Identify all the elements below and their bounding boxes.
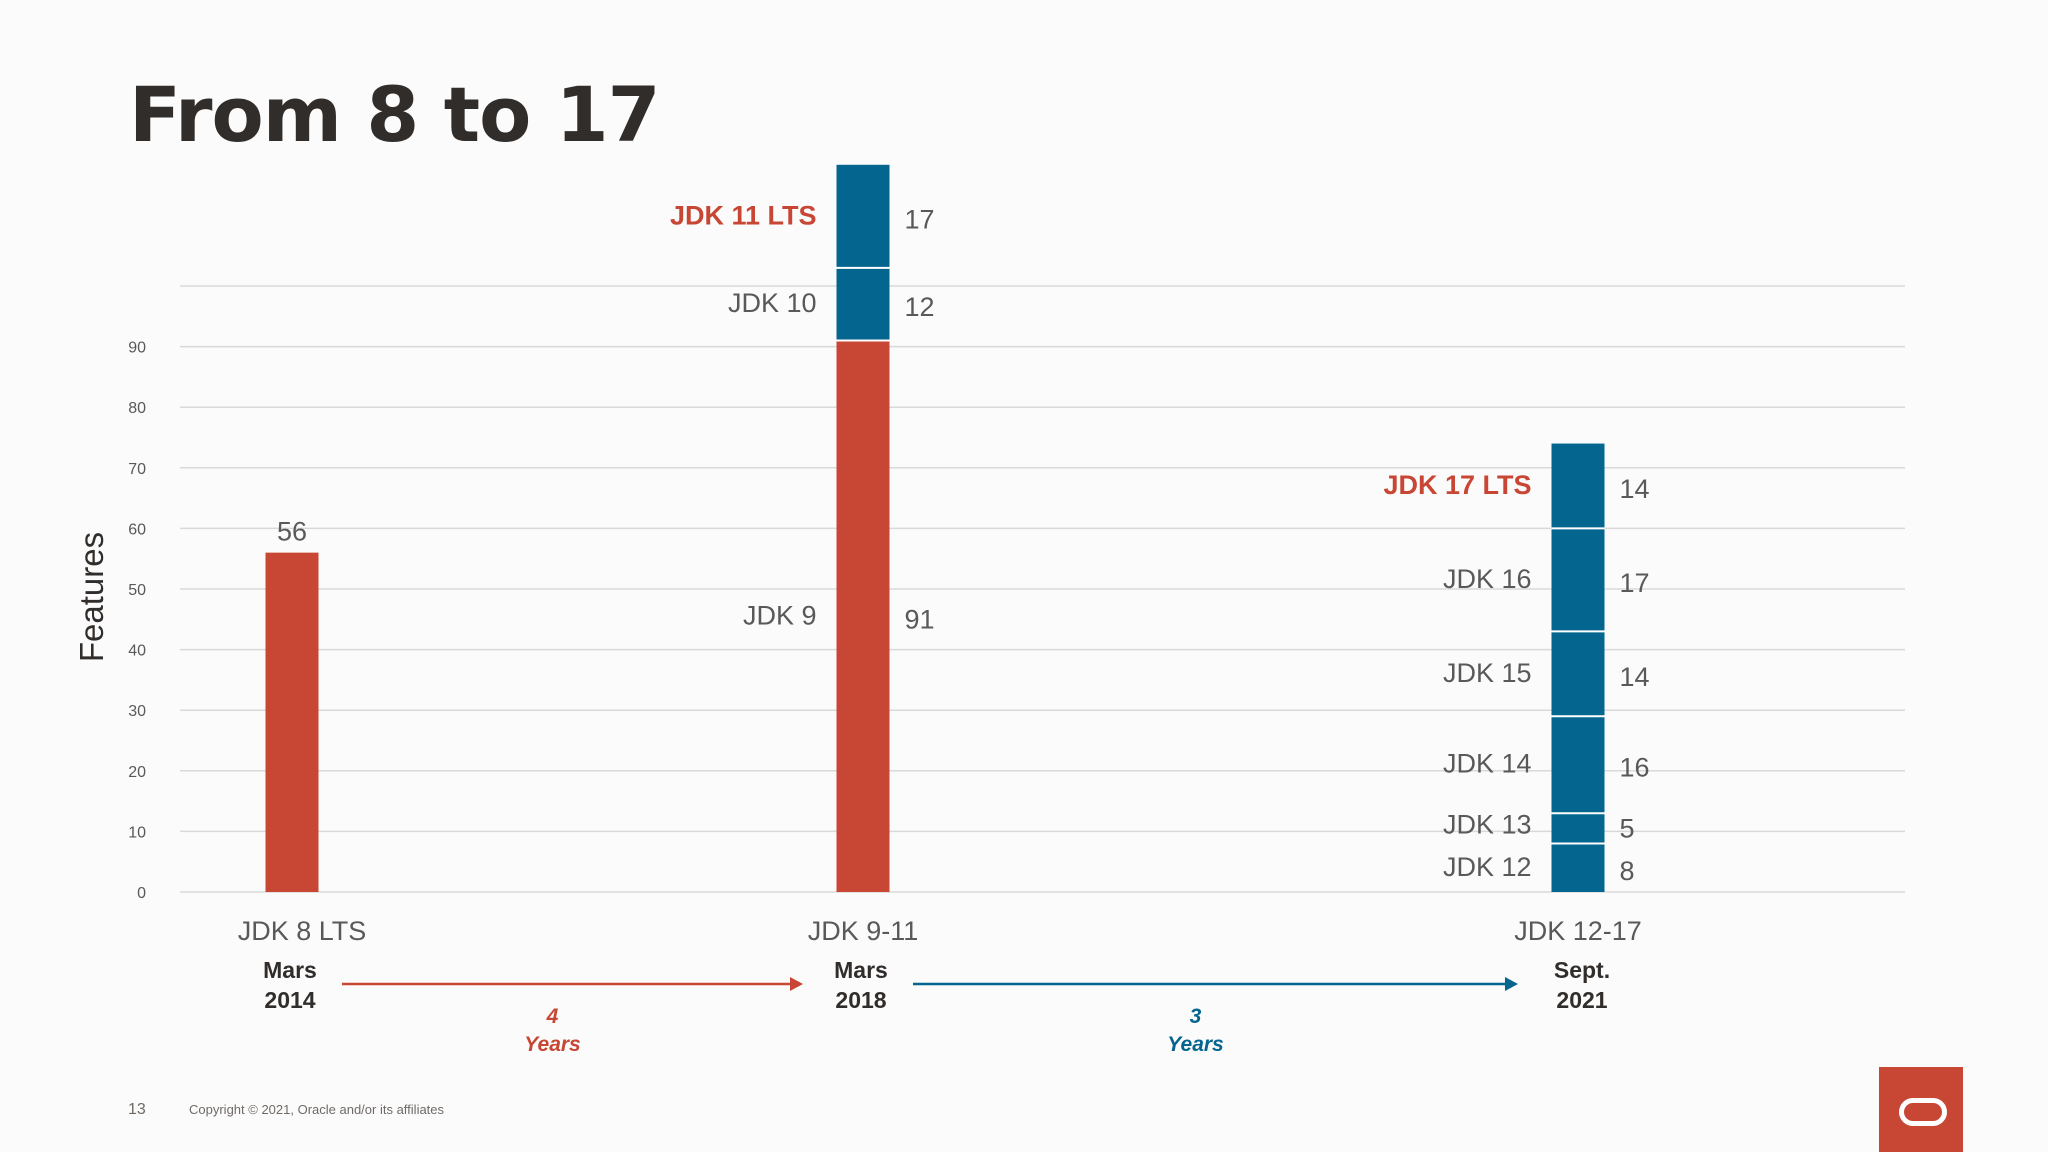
data-label: 14 [1620,474,1650,504]
interval-number: 4 [546,1005,559,1028]
series-name-label: JDK 10 [728,288,817,318]
date-label-line2: 2021 [1556,987,1607,1013]
bar-segment [836,267,890,341]
data-label: 12 [905,292,935,322]
bar-segment [265,552,319,892]
interval-unit: Years [524,1033,580,1056]
y-tick-label: 0 [137,885,146,902]
series-name-label: JDK 16 [1443,564,1532,594]
category-label: JDK 9-11 [808,916,919,946]
date-label-line2: 2014 [264,987,315,1013]
y-tick-label: 80 [128,400,146,417]
arrowhead-icon [790,977,803,991]
data-label: 14 [1620,662,1650,692]
data-label: 17 [905,204,935,234]
logo-ring-shape [1899,1098,1947,1126]
bar-segment [1551,813,1605,844]
data-label: 17 [1620,568,1650,598]
bar-segment [1551,528,1605,632]
date-label-line2: 2018 [835,987,886,1013]
y-tick-label: 30 [128,703,146,720]
arrowhead-icon [1505,977,1518,991]
data-label: 8 [1620,856,1635,886]
bar-segment [1551,843,1605,892]
y-tick-label: 70 [128,461,146,478]
y-tick-label: 10 [128,824,146,841]
series-name-label: JDK 11 LTS [670,200,817,230]
bar-segment [1551,443,1605,529]
series-name-label: JDK 14 [1443,749,1532,779]
bar-segment [1551,631,1605,717]
data-label: 16 [1620,753,1650,783]
series-name-label: JDK 15 [1443,658,1532,688]
date-label-line1: Mars [834,957,888,983]
y-tick-label: 20 [128,764,146,781]
category-label: JDK 8 LTS [238,916,367,946]
page-number: 13 [128,1101,146,1118]
bar-segment [836,164,890,268]
y-tick-label: 50 [128,582,146,599]
interval-unit: Years [1167,1033,1223,1056]
series-name-label: JDK 9 [743,600,817,630]
slide-title: From 8 to 17 [129,70,661,159]
y-tick-label: 90 [128,340,146,357]
series-name-label: JDK 13 [1443,809,1532,839]
series-name-label: JDK 17 LTS [1383,470,1531,500]
oracle-logo-icon [1879,1067,1963,1152]
data-label: 56 [277,517,307,547]
interval-number: 3 [1190,1005,1202,1028]
date-label-line1: Mars [263,957,317,983]
data-label: 91 [905,604,935,634]
y-tick-label: 60 [128,521,146,538]
data-label: 5 [1620,813,1635,843]
category-label: JDK 12-17 [1514,916,1642,946]
bar-segment [1551,716,1605,814]
copyright-notice: Copyright © 2021, Oracle and/or its affi… [189,1102,445,1117]
bar-segment [836,340,890,892]
date-label-line1: Sept. [1554,957,1610,983]
series-name-label: JDK 12 [1443,852,1532,882]
y-tick-label: 40 [128,643,146,660]
